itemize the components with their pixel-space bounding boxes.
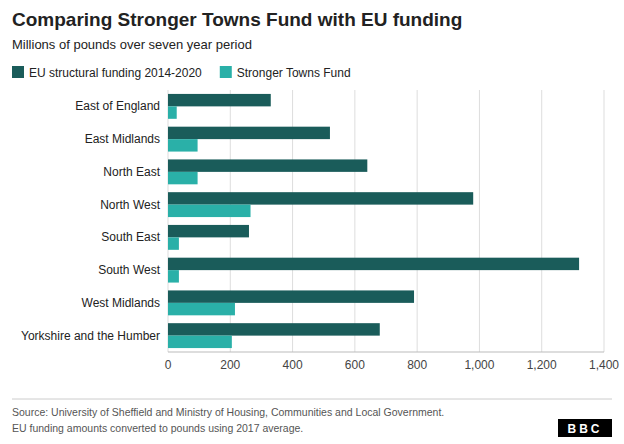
bar [168,270,179,282]
chart: Comparing Stronger Towns Fund with EU fu… [0,0,624,444]
grid-line [354,90,355,352]
bar [168,303,235,315]
bar [168,127,330,139]
bar [168,323,380,335]
x-tick-label: 1,400 [589,358,619,372]
bar [168,139,198,151]
bar [168,205,251,217]
bar [168,172,198,184]
y-tick-label: South West [98,263,160,277]
logo-text: BBC [568,422,603,436]
grid-line [417,90,418,352]
y-tick-label: East of England [75,99,160,113]
legend-swatch [12,66,24,78]
legend: EU structural funding 2014-2020 Stronger … [12,66,351,80]
title: Comparing Stronger Towns Fund with EU fu… [12,9,462,30]
y-tick-label: North West [100,198,160,212]
y-tick-label: North East [103,165,160,179]
bar [168,225,249,237]
grid-line [541,90,542,352]
subtitle: Millions of pounds over seven year perio… [12,37,252,52]
x-tick-label: 400 [283,358,303,372]
bar [168,94,271,106]
bars [168,94,579,348]
x-tick-label: 1,200 [527,358,557,372]
bar [168,192,473,204]
x-tick-label: 600 [345,358,365,372]
legend-label: Stronger Towns Fund [237,66,351,80]
x-tick-label: 0 [165,358,172,372]
x-tick-label: 200 [220,358,240,372]
x-tick-label: 800 [407,358,427,372]
y-tick-label: Yorkshire and the Humber [21,329,160,343]
legend-swatch [220,66,232,78]
x-axis-line [168,352,604,353]
y-tick-label: East Midlands [85,132,160,146]
bar [168,258,579,270]
bar [168,237,179,249]
legend-label: EU structural funding 2014-2020 [29,66,202,80]
y-tick-label: West Midlands [82,296,160,310]
background [0,0,624,444]
bar [168,336,232,348]
grid-line [479,90,480,352]
x-tick-label: 1,000 [464,358,494,372]
logo-box [558,419,612,437]
bar [168,159,367,171]
source-note: EU funding amounts converted to pounds u… [12,422,303,434]
grid-line [604,90,605,352]
bar [168,290,414,302]
x-grid [168,90,604,352]
footer-rule [12,399,612,400]
bar [168,106,177,118]
source-note: Source: University of Sheffield and Mini… [12,406,444,418]
y-tick-label: South East [101,230,160,244]
